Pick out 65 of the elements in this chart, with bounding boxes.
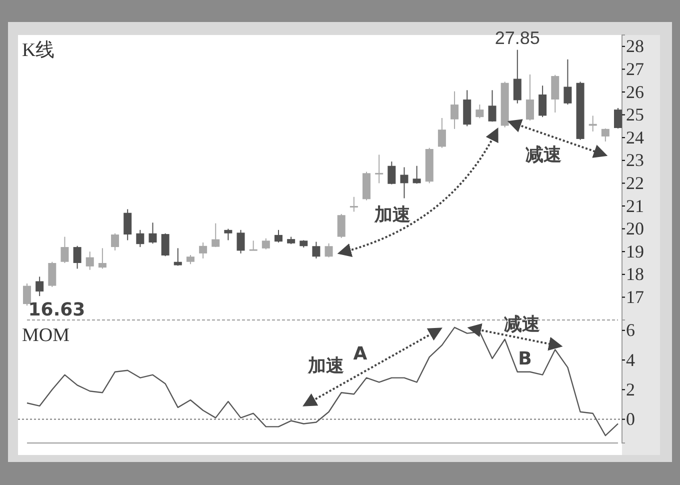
candlestick: [36, 276, 44, 297]
y-tick-label: 0: [626, 409, 635, 430]
candlestick: [148, 222, 157, 244]
candlestick: [538, 85, 547, 118]
annotation: 加速: [373, 204, 410, 226]
annotation: 27.85: [494, 28, 540, 48]
chart-title: K线: [22, 40, 55, 61]
annotation: 减速: [504, 314, 540, 335]
annotation: 减速: [525, 144, 562, 166]
candlestick: [412, 165, 421, 184]
candlestick: [111, 232, 120, 251]
candlestick: [161, 232, 170, 257]
y-tick-label: 19: [626, 241, 644, 262]
candlestick: [564, 58, 572, 106]
chart-title: MOM: [22, 325, 70, 346]
y-tick-label: 23: [626, 150, 644, 170]
candlestick: [199, 242, 208, 259]
candlestick: [350, 196, 358, 212]
annotation: B: [518, 348, 532, 370]
candlestick: [212, 222, 220, 248]
candlestick: [551, 74, 560, 114]
candlestick: [186, 254, 194, 265]
candlestick: [224, 228, 232, 241]
y-tick-label: 27: [626, 58, 644, 79]
candlestick: [375, 154, 384, 184]
candlestick: [98, 248, 106, 270]
y-tick-label: 22: [626, 172, 644, 193]
y-tick-label: 18: [626, 264, 644, 284]
y-tick-label: 4: [626, 350, 635, 370]
y-tick-label: 25: [626, 104, 644, 125]
candlestick: [73, 245, 82, 270]
candlestick: [388, 161, 396, 185]
y-tick-label: 28: [626, 36, 644, 56]
candlestick: [438, 117, 446, 148]
candlestick: [60, 236, 69, 264]
y-tick-label: 20: [626, 218, 644, 239]
candlestick: [450, 90, 459, 130]
candlestick: [86, 251, 94, 270]
candlestick: [136, 229, 144, 248]
candlestick: [274, 229, 282, 243]
annotation: 加速: [306, 356, 344, 377]
y-tick-label: 2: [626, 379, 635, 400]
candlestick: [174, 248, 182, 266]
candlestick: [526, 74, 534, 121]
candlestick: [124, 208, 132, 241]
candlestick: [249, 240, 258, 251]
candlestick: [488, 90, 496, 122]
y-tick-label: 21: [626, 196, 644, 216]
candlestick: [400, 166, 408, 199]
candlestick: [48, 261, 56, 288]
y-tick-label: 17: [626, 286, 644, 307]
annotation: A: [353, 343, 368, 364]
candlestick: [601, 128, 610, 142]
candlestick: [337, 213, 346, 238]
candlestick: [312, 241, 320, 259]
annotation: 16.63: [28, 300, 86, 321]
candlestick: [476, 104, 484, 119]
candlestick: [23, 283, 31, 306]
candlestick: [236, 229, 245, 254]
y-tick-label: 6: [626, 320, 635, 340]
candlestick: [262, 238, 270, 250]
candlestick: [513, 49, 522, 104]
candlestick: [324, 242, 333, 258]
y-tick-label: 26: [626, 82, 644, 102]
y-tick-label: 24: [626, 127, 644, 148]
